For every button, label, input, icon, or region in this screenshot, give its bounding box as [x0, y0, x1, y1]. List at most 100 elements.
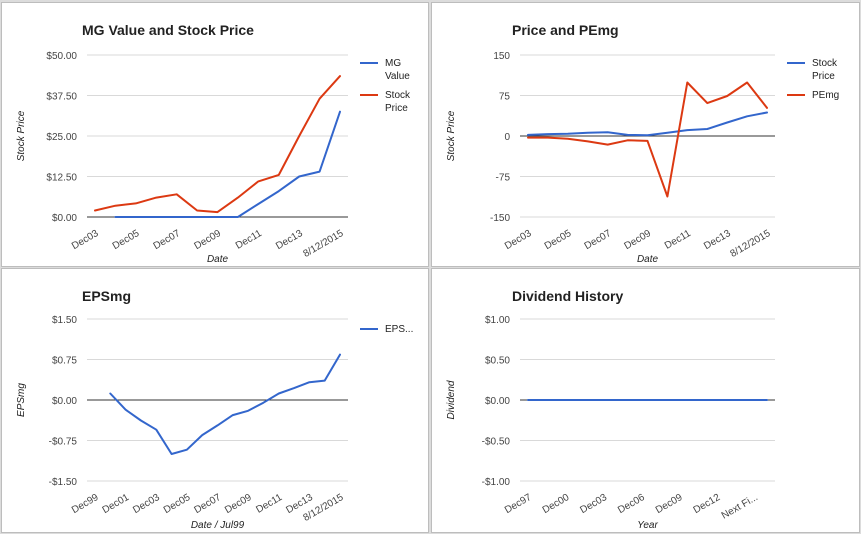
x-tick-label: Dec03 — [131, 492, 162, 516]
data-point — [745, 81, 749, 85]
y-tick-label: -$0.75 — [49, 437, 78, 448]
chart-title: Price and PEmg — [512, 22, 619, 38]
x-tick-label: Dec97 — [503, 492, 534, 516]
x-tick-label: Dec07 — [152, 228, 183, 252]
data-point — [566, 137, 570, 141]
x-tick-label: Dec03 — [70, 228, 101, 252]
x-tick-label: Dec09 — [654, 492, 685, 516]
data-point — [715, 398, 719, 402]
series-line — [94, 75, 341, 214]
x-tick-label: Dec03 — [578, 492, 609, 516]
y-tick-label: $37.50 — [46, 92, 77, 103]
data-point — [134, 201, 138, 205]
data-point — [664, 398, 668, 402]
data-point — [725, 94, 729, 98]
y-axis-label: EPSmg — [16, 383, 27, 417]
x-tick-label: Dec01 — [101, 492, 132, 516]
data-point — [292, 386, 296, 390]
x-axis-label: Date — [207, 254, 229, 265]
x-tick-label: Dec11 — [254, 492, 284, 516]
data-point — [231, 413, 235, 417]
data-point — [626, 133, 630, 137]
data-point — [646, 133, 650, 137]
data-point — [589, 398, 593, 402]
chart-svg: MG Value and Stock Price $0.00 $12.50 $25.0… — [16, 22, 411, 265]
data-point — [702, 398, 706, 402]
data-point — [665, 194, 669, 198]
data-point — [606, 130, 610, 134]
data-point — [338, 353, 342, 357]
data-point — [765, 398, 769, 402]
chart-panel-price-pemg: Price and PEmg -150 -75 0 75 150 Dec03 Dec05 Dec… — [431, 2, 860, 267]
data-point — [705, 101, 709, 105]
y-tick-label: -75 — [496, 173, 511, 184]
legend-label: Stock Price — [385, 90, 411, 114]
data-point — [627, 398, 631, 402]
x-tick-label: Dec11 — [663, 228, 693, 252]
x-axis-label: Date / Jul99 — [191, 520, 245, 531]
data-point — [586, 139, 590, 143]
data-point — [614, 398, 618, 402]
data-point — [195, 215, 199, 219]
y-tick-label: $0.75 — [52, 356, 77, 367]
chart-panel-mg-value: MG Value and Stock Price $0.00 $12.50 $25.0… — [1, 2, 429, 267]
data-point — [216, 215, 220, 219]
data-point — [586, 131, 590, 135]
x-axis-label: Date — [637, 254, 659, 265]
chart-title: MG Value and Stock Price — [82, 22, 254, 38]
data-point — [677, 398, 681, 402]
x-tick-label: Dec05 — [111, 228, 142, 252]
x-tick-label: Dec00 — [541, 492, 572, 516]
chart-title: Dividend History — [512, 288, 623, 304]
data-point — [740, 398, 744, 402]
data-point — [526, 136, 530, 140]
data-point — [108, 392, 112, 396]
data-point — [318, 97, 322, 101]
data-point — [685, 128, 689, 132]
series-line — [114, 110, 341, 218]
y-tick-label: 75 — [499, 92, 511, 103]
data-point — [705, 127, 709, 131]
data-point — [170, 452, 174, 456]
chart-svg: Dividend History -$1.00 -$0.50 $0.00 $0.50 $1… — [446, 288, 775, 531]
data-point — [113, 204, 117, 208]
data-point — [318, 170, 322, 174]
data-point — [154, 215, 158, 219]
x-tick-label: Dec07 — [583, 228, 614, 252]
data-point — [277, 189, 281, 193]
y-axis-label: Stock Price — [446, 110, 457, 161]
y-tick-label: $25.00 — [46, 132, 77, 143]
data-point — [646, 139, 650, 143]
data-point — [200, 433, 204, 437]
data-point — [685, 81, 689, 85]
data-point — [765, 111, 769, 115]
data-point — [626, 138, 630, 142]
y-tick-label: $0.50 — [485, 356, 510, 367]
data-point — [639, 398, 643, 402]
y-tick-label: $1.50 — [52, 315, 77, 326]
data-point — [277, 173, 281, 177]
data-point — [539, 398, 543, 402]
data-point — [526, 398, 530, 402]
y-tick-label: $12.50 — [46, 173, 77, 184]
series-line — [109, 353, 341, 455]
data-point — [236, 215, 240, 219]
data-point — [93, 209, 97, 213]
x-tick-label: Dec07 — [192, 492, 223, 516]
data-point — [134, 215, 138, 219]
legend-label: PEmg — [812, 90, 839, 101]
data-point — [652, 398, 656, 402]
chart-svg: Price and PEmg -150 -75 0 75 150 Dec03 Dec05 Dec… — [446, 22, 839, 265]
x-tick-label: Dec05 — [162, 492, 193, 516]
data-point — [307, 380, 311, 384]
data-point — [261, 401, 265, 405]
data-point — [216, 210, 220, 214]
x-tick-label: Next Fi... — [720, 492, 760, 522]
data-point — [606, 143, 610, 147]
x-tick-label: Dec11 — [234, 228, 264, 252]
data-point — [256, 202, 260, 206]
y-tick-label: -$1.00 — [482, 477, 511, 488]
x-tick-label: Dec09 — [223, 492, 254, 516]
chart-panel-epsmg: EPSmg -$1.50 -$0.75 $0.00 $0.75 $1.50 Dec99 Dec… — [1, 268, 429, 533]
data-point — [546, 132, 550, 136]
